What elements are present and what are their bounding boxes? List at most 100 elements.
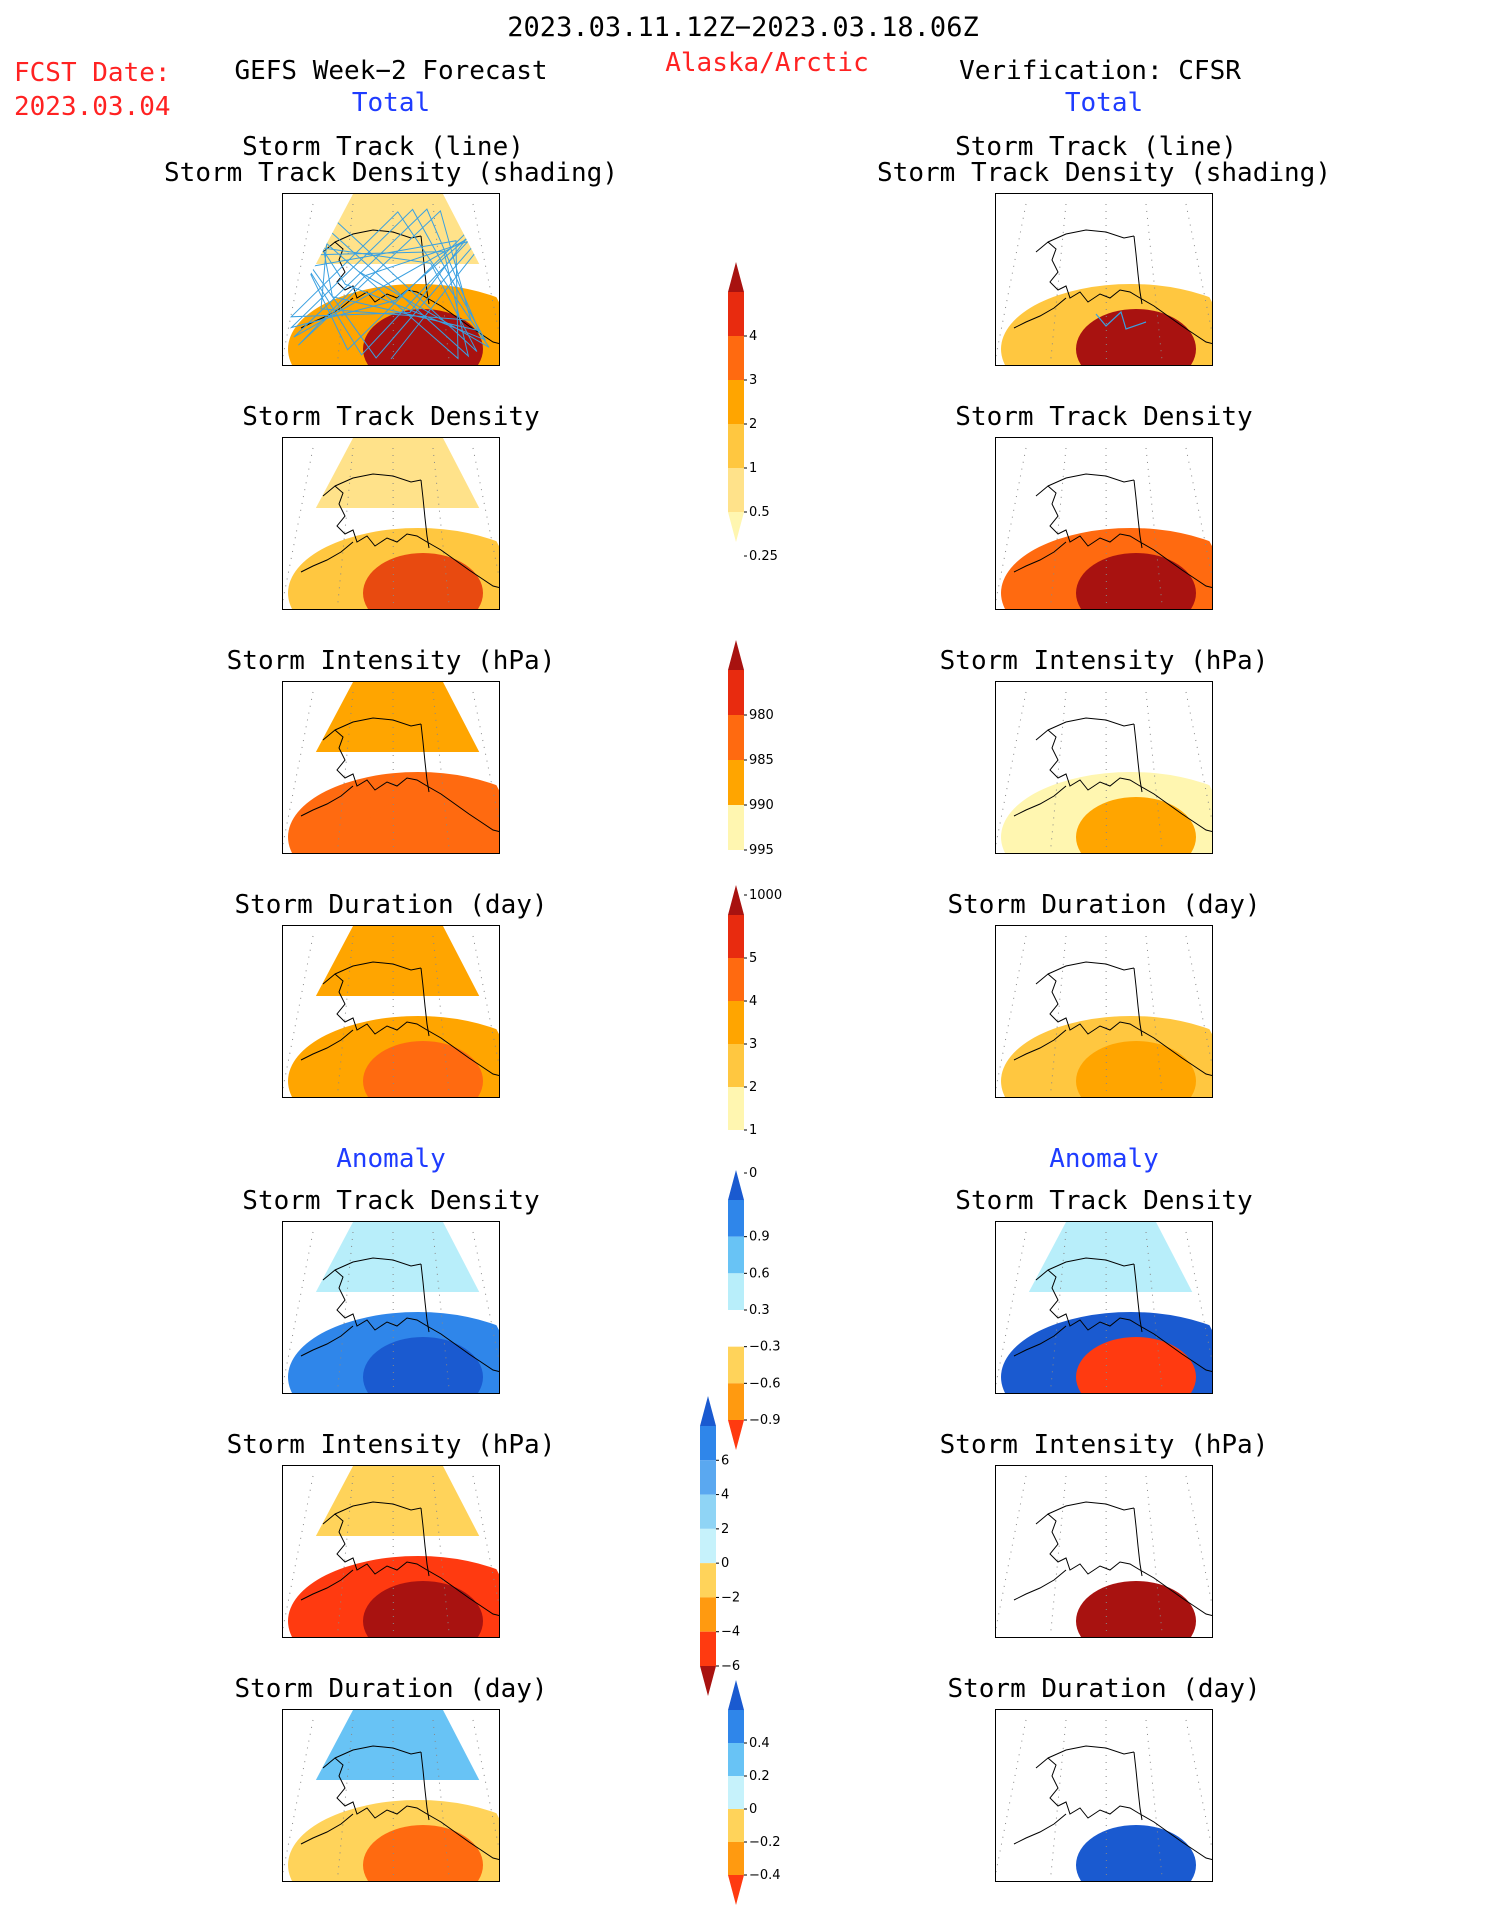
colorbar-tick-label: −0.4 (749, 1868, 781, 1883)
colorbar-segment (728, 915, 744, 958)
colorbar-segment (728, 760, 744, 805)
map-svg (283, 438, 499, 609)
colorbar-tick-label: 0.2 (749, 1769, 770, 1784)
colorbar-segment (700, 1528, 716, 1564)
map-svg (283, 1222, 499, 1393)
region-title: Alaska/Arctic (665, 48, 869, 78)
map-verification-density-anomaly (995, 1221, 1213, 1394)
colorbar-tick-label: −0.6 (749, 1376, 781, 1391)
title-track-line-right: Storm Track (line) (955, 132, 1237, 162)
title-track-line-left: Storm Track (line) (242, 132, 524, 162)
colorbar-tick-label: 0.4 (749, 1736, 770, 1751)
colorbar-tick-label: 0.9 (749, 1230, 770, 1245)
colorbar-tick-label: 980 (749, 708, 774, 723)
colorbar-segment (728, 1346, 744, 1384)
left-column-title: GEFS Week−2 Forecast (234, 56, 548, 86)
colorbar-tick-label: −4 (721, 1625, 740, 1640)
colorbar-top-arrow (728, 1680, 744, 1710)
colorbar-tick-label: −0.2 (749, 1835, 781, 1850)
map-forecast-intensity-anomaly (282, 1465, 500, 1638)
colorbar-bottom-arrow (728, 850, 744, 880)
colorbar-tick-label: 1000 (749, 888, 782, 903)
colorbar-segment (728, 1044, 744, 1087)
title-duration-right: Storm Duration (day) (947, 890, 1261, 920)
map-verification-track-density (995, 193, 1213, 366)
map-verification-intensity-anomaly (995, 1465, 1213, 1638)
map-verification-density (995, 437, 1213, 610)
colorbar-segment (728, 292, 744, 336)
colorbar-tick-label: 4 (721, 1488, 729, 1503)
colorbar-segment (728, 424, 744, 468)
colorbar-segment (728, 1743, 744, 1776)
colorbar-segment (728, 1200, 744, 1237)
anomaly-label-right: Anomaly (1049, 1144, 1159, 1174)
colorbar-tick-label: 0 (749, 1802, 757, 1817)
map-forecast-duration-anomaly (282, 1709, 500, 1882)
title-density-right: Storm Track Density (955, 402, 1253, 432)
colorbar-svg: 980 985 990 995 1000 (728, 640, 782, 903)
map-svg (996, 926, 1212, 1097)
title-track-shading-right: Storm Track Density (shading) (877, 158, 1331, 188)
colorbar-segment (728, 468, 744, 512)
colorbar-tick-label: 0.6 (749, 1266, 770, 1281)
colorbar-tick-label: 6 (721, 1453, 729, 1468)
map-verification-duration-anomaly (995, 1709, 1213, 1882)
colorbar-bottom-arrow (700, 1666, 716, 1696)
title-density-anom-right: Storm Track Density (955, 1186, 1253, 1216)
map-verification-intensity (995, 681, 1213, 854)
map-svg (283, 926, 499, 1097)
colorbar-segment (728, 805, 744, 850)
colorbar-tick-label: 995 (749, 843, 774, 858)
map-forecast-density (282, 437, 500, 610)
colorbar-segment (700, 1631, 716, 1666)
colorbar-tick-label: 4 (749, 329, 757, 344)
colorbar-tick-label: −0.9 (749, 1413, 781, 1428)
colorbar-segment (700, 1460, 716, 1495)
colorbar-density-total: 4 3 2 1 0.5 0.25 (720, 262, 780, 564)
colorbar-tick-label: 3 (749, 1037, 757, 1052)
title-duration-left: Storm Duration (day) (234, 890, 548, 920)
title-intensity-right: Storm Intensity (hPa) (939, 646, 1269, 676)
colorbar-segment (700, 1426, 716, 1461)
colorbar-svg: 0.4 0.2 0 −0.2 −0.4 (728, 1680, 781, 1905)
map-verification-duration (995, 925, 1213, 1098)
map-svg (996, 194, 1212, 365)
map-forecast-density-anomaly (282, 1221, 500, 1394)
title-intensity-anom-right: Storm Intensity (hPa) (939, 1430, 1269, 1460)
anomaly-label-left: Anomaly (336, 1144, 446, 1174)
colorbar-svg: 5 4 3 2 1 0 (728, 885, 757, 1181)
colorbar-tick-label: 985 (749, 753, 774, 768)
fcst-date-label: FCST Date: (14, 58, 171, 88)
colorbar-segment (728, 336, 744, 380)
colorbar-segment (728, 380, 744, 424)
colorbar-top-arrow (728, 262, 744, 292)
colorbar-segment (728, 715, 744, 760)
colorbar-bottom-arrow (728, 1875, 744, 1905)
colorbar-density-anomaly: 0.9 0.6 0.3 −0.3 −0.6 −0.9 (720, 1170, 781, 1450)
colorbar-tick-label: −2 (721, 1590, 740, 1605)
title-density-anom-left: Storm Track Density (242, 1186, 540, 1216)
map-forecast-track-density (282, 193, 500, 366)
title-intensity-left: Storm Intensity (hPa) (226, 646, 556, 676)
map-forecast-duration (282, 925, 500, 1098)
colorbar-tick-label: 0.25 (749, 549, 778, 564)
colorbar-tick-label: −6 (721, 1659, 740, 1674)
colorbar-tick-label: 1 (749, 1123, 757, 1138)
colorbar-tick-label: 0 (721, 1556, 729, 1571)
colorbar-segment (728, 1383, 744, 1420)
colorbar-tick-label: 1 (749, 461, 757, 476)
period-title: 2023.03.11.12Z−2023.03.18.06Z (507, 12, 979, 43)
title-duration-anom-right: Storm Duration (day) (947, 1674, 1261, 1704)
map-svg (283, 1466, 499, 1637)
colorbar-bottom-arrow (728, 512, 744, 542)
map-svg (996, 1710, 1212, 1881)
map-svg (996, 438, 1212, 609)
map-forecast-intensity (282, 681, 500, 854)
colorbar-tick-label: 990 (749, 798, 774, 813)
colorbar-svg: 6 4 2 0 −2 −4 −6 (700, 1396, 740, 1696)
colorbar-top-arrow (728, 885, 744, 915)
fcst-date-value: 2023.03.04 (14, 92, 171, 122)
colorbar-top-arrow (728, 1170, 744, 1200)
colorbar-segment (728, 1776, 744, 1809)
map-svg (996, 1222, 1212, 1393)
